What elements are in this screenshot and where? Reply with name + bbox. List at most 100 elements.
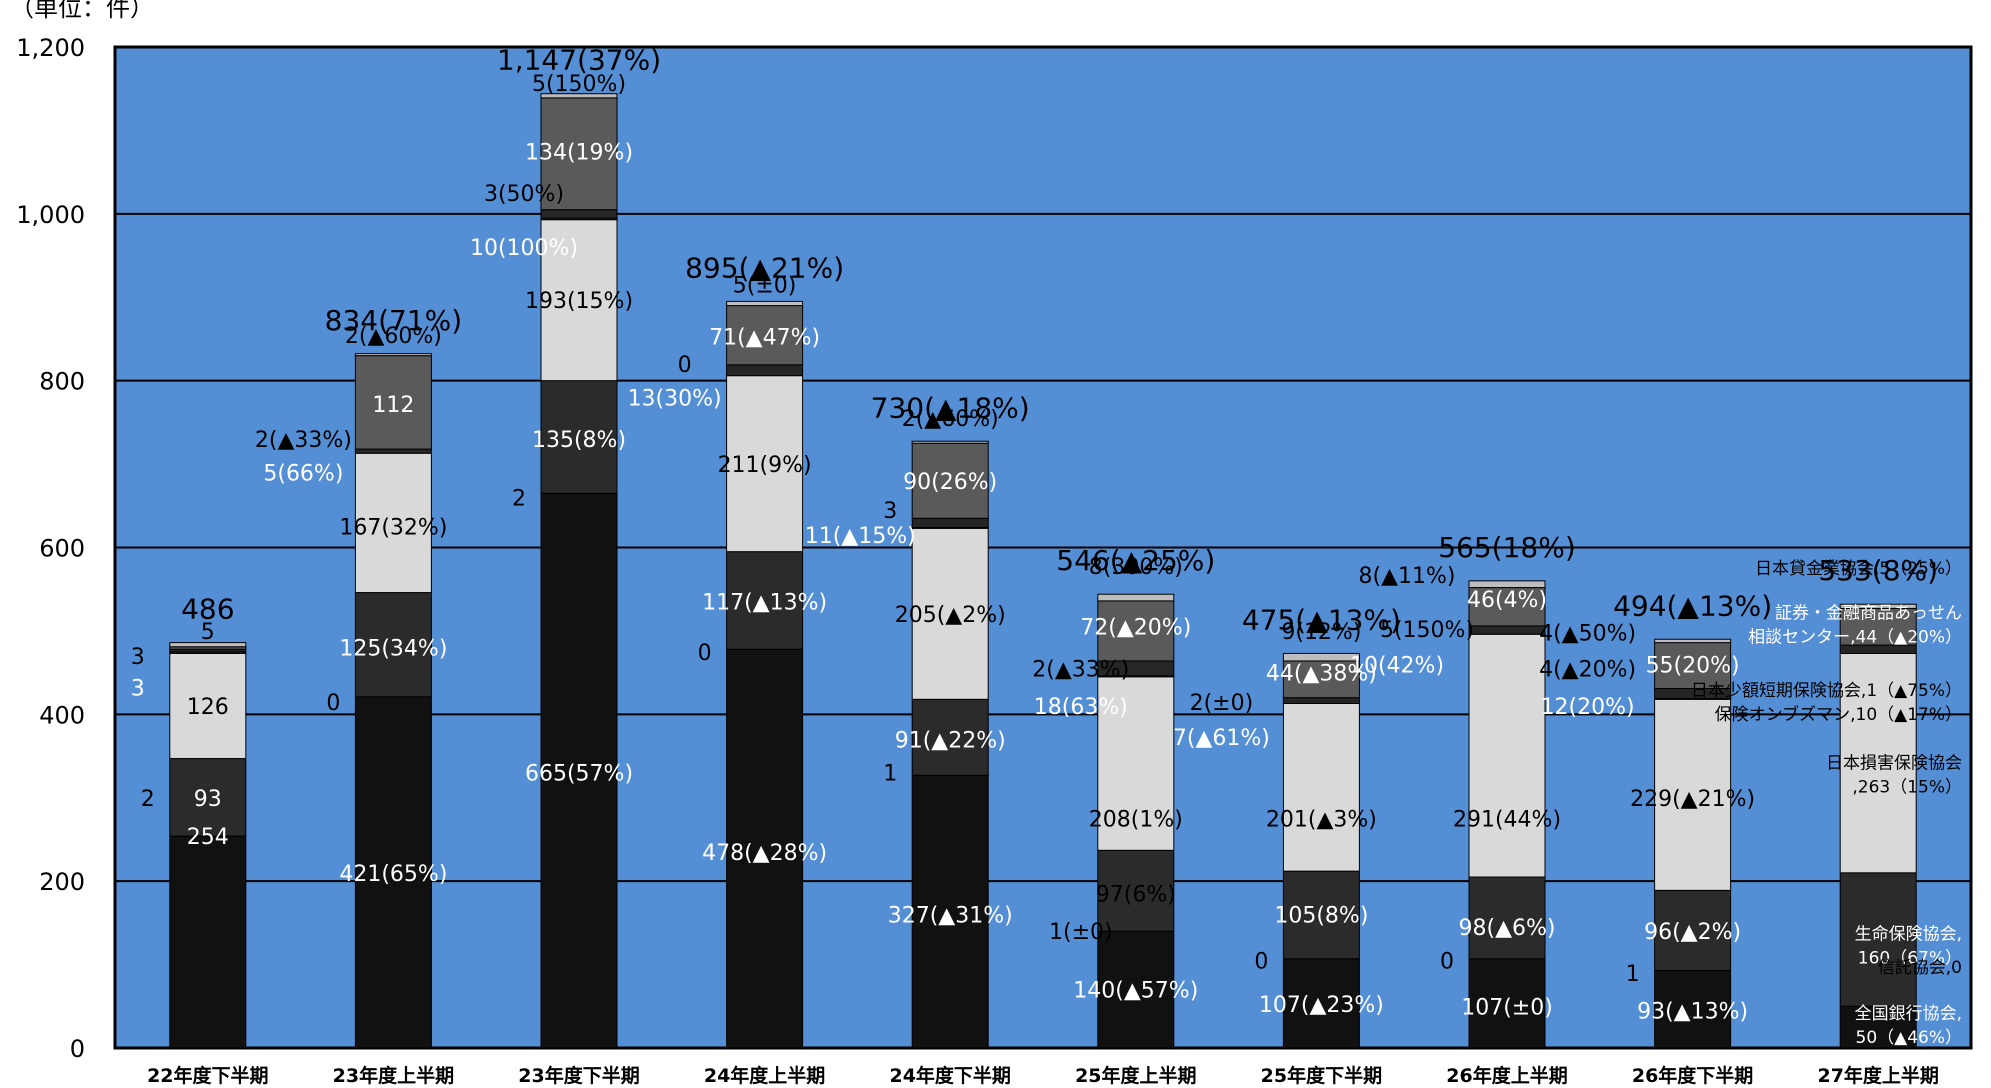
y-tick-label: 600 (39, 535, 85, 563)
x-tick-label: 27年度上半期 (1817, 1064, 1938, 1087)
bar-segment (1282, 702, 1360, 872)
data-label: 2(▲33%) (255, 428, 352, 453)
data-label: 291(44%) (1453, 808, 1561, 833)
bar-segment (354, 592, 432, 698)
data-label: 97(6%) (1096, 883, 1176, 908)
data-label: 12(20%) (1541, 695, 1635, 720)
data-label: 3 (883, 499, 897, 524)
data-label: 72(▲20%) (1080, 616, 1191, 641)
bar-segment (726, 648, 804, 1049)
series-annotation: 日本損害保険協会 (1826, 754, 1962, 774)
bar-segment (1282, 697, 1360, 704)
bar-segment (540, 492, 618, 1049)
bar-total-label: 486 (181, 593, 234, 626)
data-label: 3 (131, 677, 145, 702)
data-label: 4(▲50%) (1539, 622, 1636, 647)
series-annotation: ,263（15%） (1852, 778, 1962, 798)
series-annotation: 相談センター,44（▲20%） (1748, 627, 1962, 647)
right-annotations: 日本貸金業協会,5（25%） 証券・金融商品あっせん相談センター,44（▲20%）… (1691, 559, 1962, 1048)
bar-segment (354, 696, 432, 1049)
bar-total-label: 546(▲25%) (1056, 544, 1215, 577)
bar-segment (911, 440, 989, 444)
x-tick-label: 26年度下半期 (1632, 1064, 1753, 1087)
data-label: 193(15%) (525, 289, 633, 314)
bar-segment (1282, 870, 1360, 960)
data-label: 90(26%) (903, 470, 997, 495)
data-label: 2 (141, 787, 155, 812)
data-label: 107(±0) (1461, 995, 1553, 1020)
bar-segment (1839, 607, 1917, 646)
bar-segment (1282, 652, 1360, 662)
x-tick-label: 25年度上半期 (1075, 1064, 1196, 1087)
data-label: 3 (131, 645, 145, 670)
data-label: 117(▲13%) (702, 591, 827, 616)
x-tick-label: 24年度下半期 (889, 1064, 1010, 1087)
bar-segment (1468, 633, 1546, 878)
data-label: 3(50%) (484, 182, 564, 207)
data-label: 2(±0) (1190, 691, 1254, 716)
bar-segment (1654, 698, 1732, 891)
data-label: 2 (512, 486, 526, 511)
bar-segment (1097, 676, 1175, 851)
data-label: 205(▲2%) (895, 603, 1006, 628)
data-label: 46(4%) (1467, 588, 1547, 613)
data-label: 327(▲31%) (888, 904, 1013, 929)
data-label: 125(34%) (339, 637, 447, 662)
bar-segment (1097, 930, 1175, 1049)
x-tick-label: 23年度上半期 (333, 1064, 454, 1087)
bar-segment (1097, 600, 1175, 662)
data-label: 134(19%) (525, 140, 633, 165)
series-annotation: 生命保険協会, (1855, 925, 1962, 945)
data-label: 126 (187, 695, 229, 720)
y-tick-label: 1,200 (16, 34, 85, 62)
bar-segment (540, 209, 618, 219)
data-label: 96(▲2%) (1644, 920, 1741, 945)
bar-segment (1839, 603, 1917, 609)
bar-segment (169, 835, 247, 1049)
x-tick-label: 23年度下半期 (518, 1064, 639, 1087)
data-label: 91(▲22%) (895, 728, 1006, 753)
bar-segment (354, 452, 432, 594)
data-label: 98(▲6%) (1459, 916, 1556, 941)
bar-segment (1097, 593, 1175, 602)
bar-segment (726, 305, 804, 366)
y-tick-label: 800 (39, 368, 85, 396)
bar-segment (911, 774, 989, 1049)
y-tick-label: 1,000 (16, 201, 85, 229)
bar-total-label: 895(▲21%) (685, 251, 844, 284)
data-label: 201(▲3%) (1266, 808, 1377, 833)
bar-segment (1282, 958, 1360, 1049)
bar-segment (540, 219, 618, 382)
bar-segment (169, 642, 247, 648)
bar-segment (1654, 969, 1732, 1049)
x-axis: 22年度下半期 23年度上半期 23年度下半期 24年度上半期 24年度下半期 25年度上… (147, 1064, 1939, 1087)
data-label: 208(1%) (1089, 808, 1183, 833)
bar-segment (1097, 849, 1175, 932)
bar-segment (911, 517, 989, 528)
bar-segment (540, 380, 618, 494)
data-label: 93 (194, 787, 222, 812)
data-label: 0 (326, 691, 340, 716)
data-label: 0 (698, 641, 712, 666)
data-label: 1 (883, 762, 897, 787)
data-label: 1(±0) (1049, 920, 1113, 945)
data-label: 478(▲28%) (702, 841, 827, 866)
bar-segment (169, 652, 247, 760)
y-tick-label: 0 (70, 1035, 85, 1063)
data-label: 421(65%) (339, 862, 447, 887)
x-tick-label: 24年度上半期 (704, 1064, 825, 1087)
bar-segment (540, 97, 618, 211)
bar-segment (911, 698, 989, 776)
data-label: 107(▲23%) (1259, 993, 1384, 1018)
bar-segment (911, 527, 989, 700)
bar-segment (1468, 625, 1546, 635)
x-tick-label: 22年度下半期 (147, 1064, 268, 1087)
data-label: 135(8%) (532, 428, 626, 453)
data-label: 4(▲20%) (1539, 657, 1636, 682)
y-axis: 0 200 400 600 800 1,000 1,200 (16, 34, 85, 1063)
bar-segment (1654, 889, 1732, 971)
series-annotation: 160（67%） (1858, 949, 1962, 969)
bar-segment (1282, 660, 1360, 699)
bar-segment (1839, 1005, 1917, 1049)
